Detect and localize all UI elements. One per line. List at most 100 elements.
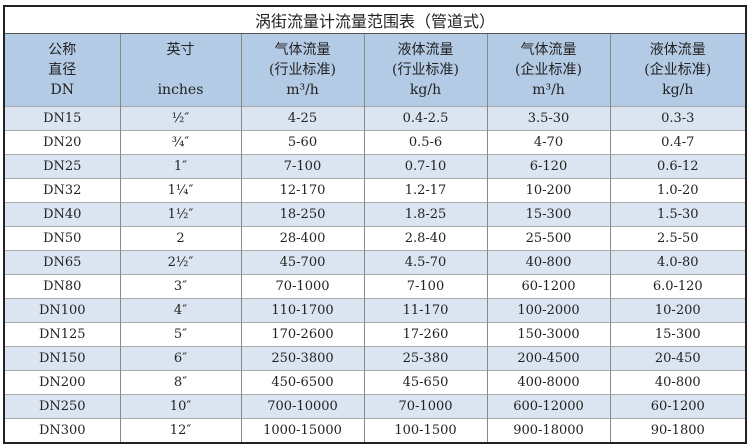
- table-cell: 6.0-120: [609, 274, 747, 299]
- table-cell: 1¼″: [119, 178, 241, 203]
- header-line: 气体流量: [274, 42, 331, 58]
- table-cell: 40-800: [486, 250, 610, 275]
- header-line: 直径: [48, 62, 77, 78]
- table-cell: DN50: [3, 226, 120, 251]
- table-cell: 700-10000: [240, 394, 364, 419]
- table-cell: 0.7-10: [363, 154, 487, 179]
- header-liquid-industry: 液体流量 (行业标准) kg/h: [363, 33, 487, 107]
- table-cell: 6-120: [486, 154, 610, 179]
- table-cell: 60-1200: [486, 274, 610, 299]
- table-row: DN25 1″ 7-100 0.7-10 6-120 0.6-12: [3, 154, 747, 179]
- table-cell: 45-700: [240, 250, 364, 275]
- table-cell: 60-1200: [609, 394, 747, 419]
- table-cell: 1.5-30: [609, 202, 747, 227]
- table-cell: 2.8-40: [363, 226, 487, 251]
- table-row: DN300 12″ 1000-15000 100-1500 900-18000 90-18…: [3, 418, 747, 443]
- table-cell: 17-260: [363, 322, 487, 347]
- table-row: DN20 ¾″ 5-60 0.5-6 4-70 0.4-7: [3, 130, 747, 155]
- table-cell: 3.5-30: [486, 106, 610, 131]
- table-cell: 2½″: [119, 250, 241, 275]
- header-line: (行业标准): [392, 62, 459, 78]
- table-cell: 18-250: [240, 202, 364, 227]
- table-cell: 200-4500: [486, 346, 610, 371]
- header-line: 液体流量: [649, 42, 706, 58]
- table-row: DN250 10″ 700-10000 70-1000 600-12000 60-1200: [3, 394, 747, 419]
- table-row: DN200 8″ 450-6500 45-650 400-8000 40-800: [3, 370, 747, 395]
- table-cell: 1.0-20: [609, 178, 747, 203]
- table-cell: DN80: [3, 274, 120, 299]
- header-gas-enterprise: 气体流量 (企业标准) m³/h: [486, 33, 610, 107]
- header-line: m³/h: [532, 82, 565, 98]
- table-cell: ½″: [119, 106, 241, 131]
- table-row: DN65 2½″ 45-700 4.5-70 40-800 4.0-80: [3, 250, 747, 275]
- table-cell: 0.4-2.5: [363, 106, 487, 131]
- table-cell: 3″: [119, 274, 241, 299]
- table-cell: 4-70: [486, 130, 610, 155]
- table-cell: DN20: [3, 130, 120, 155]
- table-cell: 25-380: [363, 346, 487, 371]
- table-cell: ¾″: [119, 130, 241, 155]
- table-cell: 5-60: [240, 130, 364, 155]
- table-cell: DN15: [3, 106, 120, 131]
- header-line: 英寸: [166, 42, 195, 58]
- table-cell: 45-650: [363, 370, 487, 395]
- header-line: kg/h: [409, 82, 442, 98]
- table-cell: 250-3800: [240, 346, 364, 371]
- table-cell: 600-12000: [486, 394, 610, 419]
- table-title: 涡街流量计流量范围表（管道式）: [3, 5, 747, 34]
- table-cell: 1½″: [119, 202, 241, 227]
- table-cell: 4.5-70: [363, 250, 487, 275]
- table-cell: 20-450: [609, 346, 747, 371]
- table-cell: 2: [119, 226, 241, 251]
- table-cell: 4.0-80: [609, 250, 747, 275]
- table-cell: 0.3-3: [609, 106, 747, 131]
- header-dn: 公称直径 DN: [3, 33, 120, 107]
- table-cell: 2.5-50: [609, 226, 747, 251]
- table-cell: 70-1000: [363, 394, 487, 419]
- table-cell: 8″: [119, 370, 241, 395]
- table-cell: DN150: [3, 346, 120, 371]
- header-line: 液体流量: [397, 42, 454, 58]
- table-cell: 12″: [119, 418, 241, 443]
- table-cell: DN25: [3, 154, 120, 179]
- table-cell: DN125: [3, 322, 120, 347]
- table-body: DN15 ½″ 4-25 0.4-2.5 3.5-30 0.3-3 DN20 ¾″ 5-60 0.…: [3, 106, 747, 443]
- header-line: (企业标准): [644, 62, 712, 78]
- header-line: (行业标准): [269, 62, 336, 78]
- header-line: (企业标准): [515, 62, 582, 78]
- header-line: [121, 60, 241, 80]
- table-cell: 28-400: [240, 226, 364, 251]
- table-cell: 100-2000: [486, 298, 610, 323]
- table-cell: 0.4-7: [609, 130, 747, 155]
- table-row: DN80 3″ 70-1000 7-100 60-1200 6.0-120: [3, 274, 747, 299]
- header-line: m³/h: [286, 82, 319, 98]
- table-cell: DN100: [3, 298, 120, 323]
- flow-range-table: 涡街流量计流量范围表（管道式） 公称直径 DN 英寸 inches 气体流量 (行业标准…: [3, 5, 748, 444]
- table-cell: DN40: [3, 202, 120, 227]
- table-cell: 10-200: [609, 298, 747, 323]
- table-cell: 11-170: [363, 298, 487, 323]
- header-gas-industry: 气体流量 (行业标准) m³/h: [240, 33, 364, 107]
- header-line: DN: [50, 82, 74, 98]
- table-cell: 0.6-12: [609, 154, 747, 179]
- table-cell: 10″: [119, 394, 241, 419]
- table-cell: 40-800: [609, 370, 747, 395]
- table-cell: 25-500: [486, 226, 610, 251]
- table-row: DN50 2 28-400 2.8-40 25-500 2.5-50: [3, 226, 747, 251]
- header-line: 公称: [48, 42, 77, 58]
- header-row: 公称直径 DN 英寸 inches 气体流量 (行业标准) m³/h 液体流量 (行业标准) k…: [3, 33, 747, 107]
- header-inches: 英寸 inches: [119, 33, 241, 107]
- table-cell: 900-18000: [486, 418, 610, 443]
- table-cell: 110-1700: [240, 298, 364, 323]
- table-cell: 4″: [119, 298, 241, 323]
- table-row: DN15 ½″ 4-25 0.4-2.5 3.5-30 0.3-3: [3, 106, 747, 131]
- table-cell: 4-25: [240, 106, 364, 131]
- table-cell: 1.2-17: [363, 178, 487, 203]
- header-line: kg/h: [662, 82, 694, 98]
- table-cell: 70-1000: [240, 274, 364, 299]
- table-cell: 15-300: [609, 322, 747, 347]
- table-cell: 100-1500: [363, 418, 487, 443]
- table-row: DN150 6″ 250-3800 25-380 200-4500 20-450: [3, 346, 747, 371]
- table-cell: 15-300: [486, 202, 610, 227]
- table-cell: 450-6500: [240, 370, 364, 395]
